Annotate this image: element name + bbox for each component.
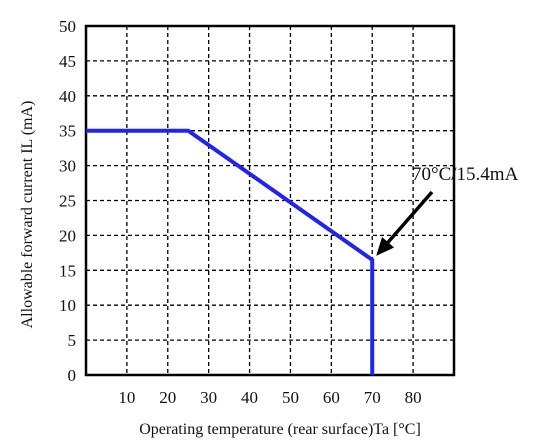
x-tick-labels: 10 20 30 40 50 60 70 80 xyxy=(118,388,421,407)
annotation-label: 70°C/15.4mA xyxy=(412,164,519,185)
x-tick-label: 50 xyxy=(282,388,299,407)
annotation-arrow xyxy=(386,190,434,244)
y-tick-label: 10 xyxy=(59,296,76,315)
annotation-group: 70°C/15.4mA xyxy=(376,164,519,256)
x-tick-label: 70 xyxy=(364,388,381,407)
plot-frame xyxy=(84,24,456,377)
y-axis-label: Allowable forward current IL (mA) xyxy=(19,101,36,329)
y-tick-label: 25 xyxy=(59,192,76,211)
y-tick-label: 30 xyxy=(59,157,76,176)
series-layer xyxy=(86,128,375,375)
y-tick-label: 20 xyxy=(59,226,76,245)
x-tick-label: 60 xyxy=(323,388,340,407)
y-tick-label: 50 xyxy=(59,17,76,36)
x-tick-label: 10 xyxy=(118,388,135,407)
y-tick-label: 0 xyxy=(68,366,77,385)
x-tick-label: 30 xyxy=(200,388,217,407)
series-line xyxy=(86,128,375,375)
y-tick-label: 15 xyxy=(59,261,76,280)
y-tick-label: 40 xyxy=(59,87,76,106)
x-tick-label: 40 xyxy=(241,388,258,407)
y-tick-label: 5 xyxy=(68,331,77,350)
y-tick-labels: 0 5 10 15 20 25 30 35 40 45 50 xyxy=(59,17,76,385)
y-tick-label: 45 xyxy=(59,52,76,71)
grid-lines xyxy=(86,26,454,375)
y-tick-label: 35 xyxy=(59,122,76,141)
annotation-arrowhead xyxy=(376,237,395,256)
x-tick-label: 20 xyxy=(159,388,176,407)
x-axis-label: Operating temperature (rear surface)Ta [… xyxy=(139,421,421,438)
x-tick-label: 80 xyxy=(405,388,422,407)
